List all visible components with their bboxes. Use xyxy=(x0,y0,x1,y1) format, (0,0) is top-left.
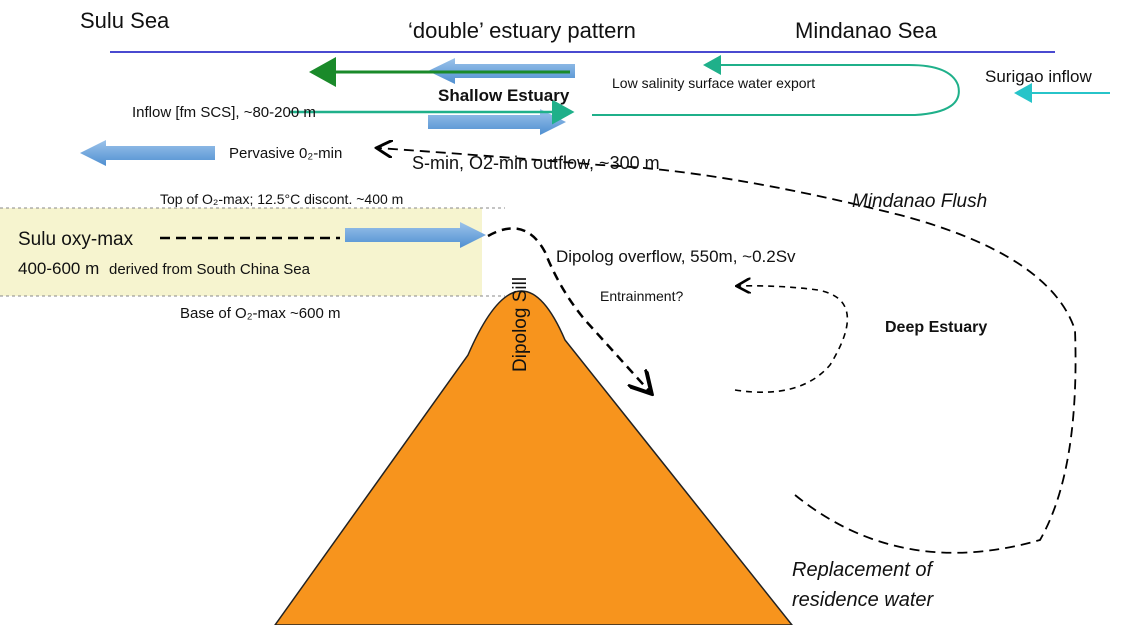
label: Entrainment? xyxy=(600,288,683,304)
label: residence water xyxy=(792,589,935,611)
header-right: Mindanao Sea xyxy=(795,18,938,43)
label: Inflow [fm SCS], ~80-200 m xyxy=(132,104,316,121)
label: S-min, O2-min outflow, ~300 m xyxy=(412,153,660,173)
label: Pervasive 0₂-min xyxy=(229,145,342,162)
label: Deep Estuary xyxy=(885,319,987,336)
label: Low salinity surface water export xyxy=(612,75,815,91)
label: Dipolog Sill xyxy=(510,277,531,372)
label: Mindanao Flush xyxy=(852,191,987,212)
header-left: Sulu Sea xyxy=(80,8,170,33)
sill-mountain xyxy=(275,291,792,625)
label: 400-600 m xyxy=(18,259,99,278)
label: Surigao inflow xyxy=(985,67,1093,86)
label: Replacement of xyxy=(792,559,935,581)
entrainment-path xyxy=(735,286,847,392)
diagram: Sulu Sea ‘double’ estuary pattern Mindan… xyxy=(0,0,1134,625)
label: Shallow Estuary xyxy=(438,86,570,105)
header-title: ‘double’ estuary pattern xyxy=(408,18,636,43)
label: derived from South China Sea xyxy=(109,261,311,278)
label: Sulu oxy-max xyxy=(18,229,134,250)
label: Top of O₂-max; 12.5°C discont. ~400 m xyxy=(160,191,403,207)
blue-arrow xyxy=(80,140,215,166)
label: Dipolog overflow, 550m, ~0.2Sv xyxy=(556,247,796,266)
oxy-max-band xyxy=(0,208,482,296)
label: Base of O₂-max ~600 m xyxy=(180,305,340,322)
